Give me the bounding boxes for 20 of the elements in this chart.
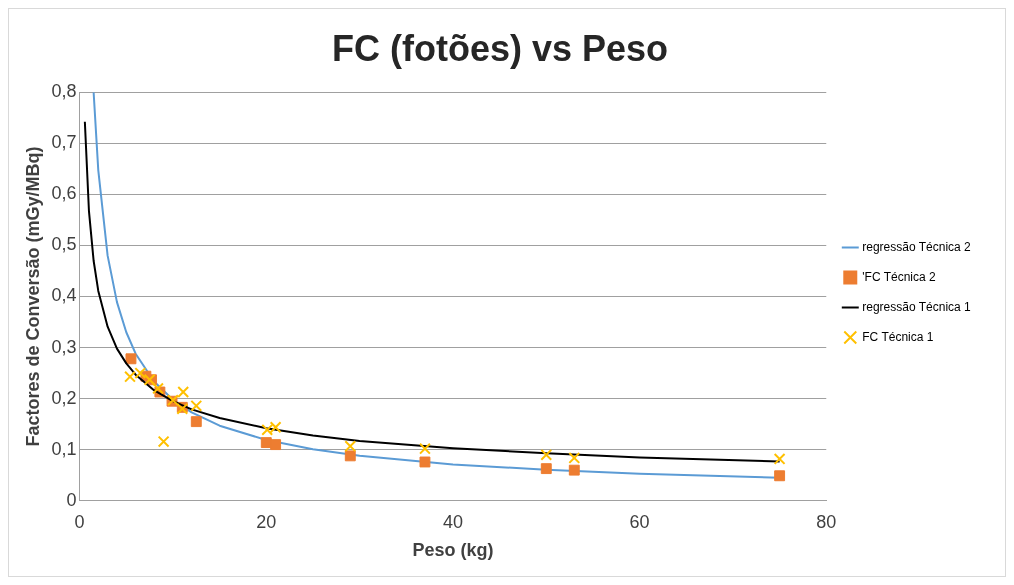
y-axis-title: Factores de Conversão (mGy/MBq)	[22, 146, 43, 447]
y-tick-label: 0,7	[51, 132, 77, 153]
legend-label: 'FC Técnica 2	[862, 269, 937, 284]
legend-label: regressão Técnica 2	[862, 239, 972, 254]
y-tick-label: 0,2	[51, 387, 77, 408]
y-tick-label: 0,3	[51, 336, 77, 357]
y-tick-label: 0	[66, 489, 77, 510]
y-tick-label: 0,4	[51, 285, 77, 306]
y-tick-label: 0,6	[51, 183, 77, 204]
legend-label: FC Técnica 1	[862, 329, 934, 344]
y-tick-label: 0,5	[51, 234, 77, 255]
x-tick-label: 80	[816, 511, 837, 532]
y-tick-label: 0,8	[51, 81, 77, 102]
x-tick-label: 60	[629, 511, 650, 532]
chart-title: FC (fotões) vs Peso	[331, 27, 669, 69]
x-tick-label: 40	[442, 511, 463, 532]
x-tick-label: 20	[256, 511, 277, 532]
legend-label: regressão Técnica 1	[862, 299, 972, 314]
x-axis-title: Peso (kg)	[412, 540, 494, 561]
y-tick-label: 0,1	[51, 438, 77, 459]
